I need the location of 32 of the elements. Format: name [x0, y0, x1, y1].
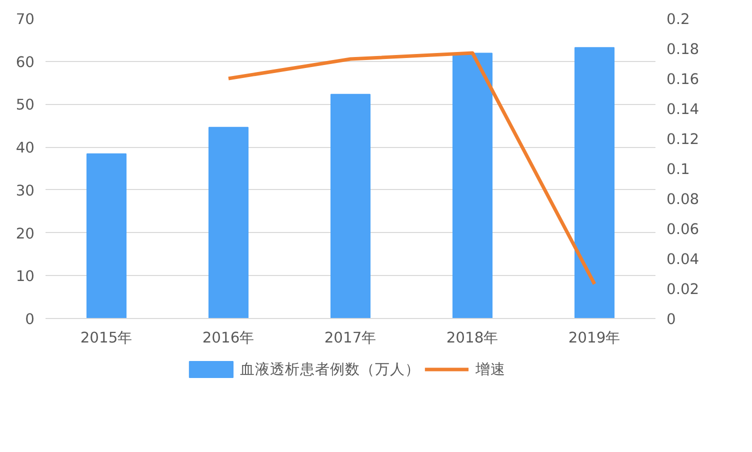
legend-label: 血液透析患者例数（万人） [240, 361, 420, 378]
y-tick-label: 30 [16, 182, 35, 200]
y-tick-label: 10 [16, 268, 35, 286]
x-tick-label: 2016年 [202, 330, 255, 346]
y2-tick-label: 0.2 [666, 11, 690, 28]
y2-tick-label: 0.06 [666, 221, 700, 238]
y2-tick-label: 0.18 [666, 41, 700, 58]
bar [330, 94, 371, 318]
legend-label: 增速 [474, 361, 506, 378]
y-tick-label: 0 [25, 311, 35, 328]
bar [208, 126, 249, 318]
y2-tick-label: 0.02 [666, 281, 700, 298]
y2-tick-label: 0.08 [666, 191, 700, 208]
y2-tick-label: 0.04 [666, 251, 700, 268]
bar [452, 52, 493, 318]
y2-tick-label: 0.1 [666, 161, 690, 178]
y-tick-label: 70 [16, 11, 35, 28]
y2-tick-label: 0.14 [666, 101, 700, 118]
y2-tick-label: 0.12 [666, 131, 700, 148]
y-tick-label: 20 [16, 225, 35, 242]
bar [86, 153, 127, 318]
y-tick-label: 60 [16, 54, 35, 71]
x-tick-label: 2015年 [80, 330, 133, 346]
y-tick-label: 40 [16, 140, 35, 157]
bar [574, 47, 615, 318]
line-series [226, 51, 596, 286]
x-tick-label: 2017年 [324, 330, 377, 346]
y2-tick-label: 0.16 [666, 71, 700, 88]
y-tick-label: 50 [16, 96, 35, 114]
x-tick-label: 2019年 [568, 330, 621, 346]
x-tick-label: 2018年 [446, 330, 499, 346]
y2-tick-label: 0 [666, 311, 676, 328]
